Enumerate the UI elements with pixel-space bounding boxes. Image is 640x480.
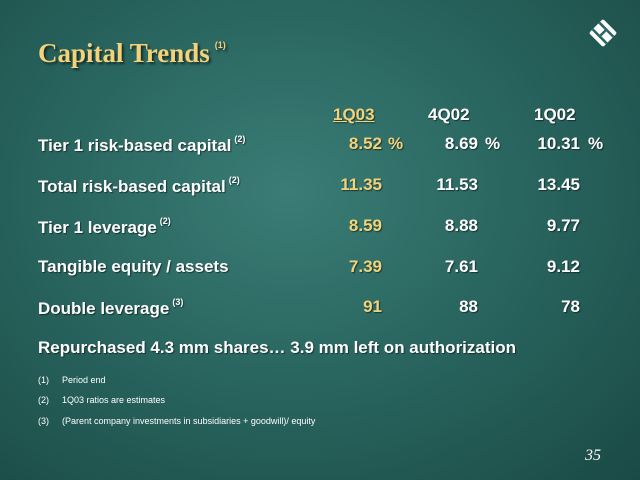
percent-suffix: % [485,134,501,153]
table-cell: 7.61 [444,257,478,276]
table-cell: 11.53 [436,175,478,194]
table-cell: 7.39 [348,257,382,276]
percent-suffix: % [588,134,604,153]
footnote: (3) (Parent company investments in subsid… [38,416,316,426]
table-cell: 78 [561,297,580,316]
table-cell: 8.88 [444,216,478,235]
table-cell: 8.59 [348,216,382,235]
row-footnote-ref: (2) [228,175,240,185]
table-cell: 9.77 [546,216,580,235]
column-header-1q02: 1Q02 [534,105,576,124]
table-cell: 8.69 [444,134,478,153]
column-header-4q02: 4Q02 [428,105,470,124]
table-cell: 8.52 [348,134,382,153]
table-cell: 9.12 [546,257,580,276]
row-label-tangible-equity: Tangible equity / assets [38,257,229,276]
table-cell: 13.45 [537,175,580,194]
summary-text: Repurchased 4.3 mm shares… 3.9 mm left o… [38,338,517,357]
title-text: Capital Trends [38,38,210,68]
row-label-double-leverage: Double leverage (3) [38,297,184,318]
footnote: (1) Period end [38,375,106,385]
title-footnote-ref: (1) [214,40,226,50]
table-cell: 11.35 [340,175,382,194]
row-label-tier1-risk: Tier 1 risk-based capital (2) [38,134,246,155]
row-footnote-ref: (2) [234,134,246,144]
table-cell: 91 [363,297,382,316]
table-cell: 88 [459,297,478,316]
column-header-1q03: 1Q03 [333,105,375,124]
footnote: (2) 1Q03 ratios are estimates [38,395,166,405]
page-title: Capital Trends (1) [38,38,226,69]
row-label-total-risk: Total risk-based capital (2) [38,175,240,196]
company-logo-icon [589,19,617,47]
page-number: 35 [585,447,601,464]
row-footnote-ref: (3) [172,297,184,307]
row-label-tier1-leverage: Tier 1 leverage (2) [38,216,171,237]
row-footnote-ref: (2) [159,216,171,226]
percent-suffix: % [388,134,404,153]
table-cell: 10.31 [537,134,580,153]
